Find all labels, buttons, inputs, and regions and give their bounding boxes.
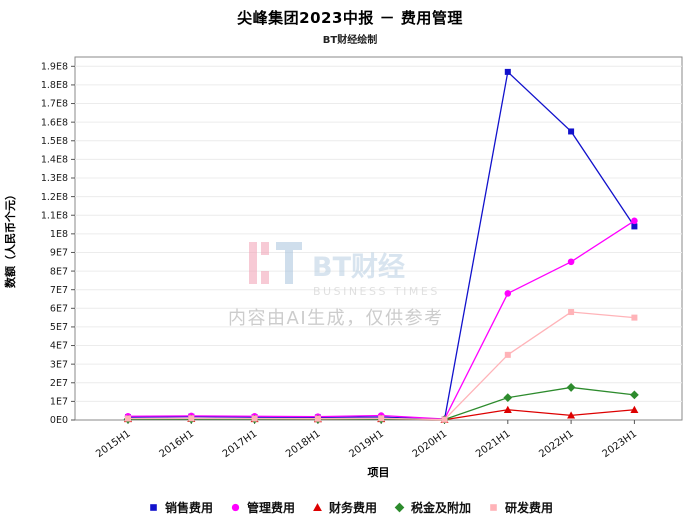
triangle-marker [630, 405, 639, 413]
legend-label: 管理费用 [246, 501, 295, 515]
square-marker [504, 68, 511, 75]
watermark-logo-text: BT财经 [312, 251, 405, 283]
y-tick-label: 4E7 [50, 341, 68, 352]
legend-label: 财务费用 [328, 501, 377, 515]
y-tick-label: 1.9E8 [41, 62, 68, 73]
legend-item-0: 销售费用 [147, 499, 213, 516]
y-tick-label: 1E7 [50, 397, 68, 408]
y-tick-label: 1.4E8 [41, 155, 68, 166]
watermark: BT财经 BUSINESS TIMES 内容由AI生成，仅供参考 [228, 242, 444, 329]
y-tick-label: 1.2E8 [41, 192, 68, 203]
triangle-marker [503, 405, 512, 413]
y-tick-label: 1E8 [50, 229, 68, 240]
legend-marker-icon [313, 503, 322, 512]
y-tick-label: 5E7 [50, 322, 68, 333]
x-tick-label: 2017H1 [221, 428, 260, 460]
legend-item-4: 研发费用 [487, 499, 553, 516]
line-chart: 0E0 1E7 2E7 3E7 4E7 5E7 6E7 7E7 8E7 9E7 1E8 1.1E8 1.… [3, 56, 683, 479]
triangle-marker [567, 411, 576, 419]
square-marker [378, 415, 385, 422]
x-tick-label: 2023H1 [601, 428, 640, 460]
y-tick-label: 0E0 [50, 415, 68, 426]
y-tick-label: 1.8E8 [41, 80, 68, 91]
diamond-marker [630, 390, 639, 400]
square-marker [441, 416, 448, 423]
y-tick-label: 1.1E8 [41, 210, 68, 221]
y-axis: 0E0 1E7 2E7 3E7 4E7 5E7 6E7 7E7 8E7 9E7 1E8 1.1E8 1.… [41, 62, 75, 426]
chart-title: 尖峰集团2023中报 － 费用管理 [237, 9, 463, 27]
square-marker [568, 309, 575, 316]
circle-marker [567, 258, 575, 266]
legend-marker-icon [231, 503, 240, 512]
x-axis-title: 项目 [368, 466, 390, 479]
square-marker [125, 415, 131, 422]
y-tick-label: 1.5E8 [41, 136, 68, 147]
legend-label: 税金及附加 [411, 501, 472, 515]
legend-item-2: 财务费用 [311, 499, 377, 516]
y-tick-label: 1.3E8 [41, 173, 68, 184]
x-tick-label: 2015H1 [94, 428, 133, 460]
plot-area-wrapper: 0E0 1E7 2E7 3E7 4E7 5E7 6E7 7E7 8E7 9E7 1E8 1.1E8 1.… [0, 46, 700, 486]
x-tick-label: 2019H1 [347, 428, 386, 460]
legend-item-3: 税金及附加 [393, 499, 471, 516]
x-tick-label: 2016H1 [157, 428, 196, 460]
y-tick-label: 7E7 [50, 285, 68, 296]
watermark-logo-bar [261, 271, 269, 284]
triangle-marker [313, 503, 322, 512]
legend-label: 销售费用 [164, 501, 213, 515]
x-tick-label: 2018H1 [284, 428, 323, 460]
legend-label: 研发费用 [505, 501, 554, 515]
legend-item-1: 管理费用 [229, 499, 295, 516]
y-tick-label: 1.6E8 [41, 117, 68, 128]
watermark-logo-bar [261, 242, 269, 255]
watermark-logo-bar [285, 242, 293, 284]
x-tick-label: 2020H1 [411, 428, 450, 460]
y-tick-label: 6E7 [50, 304, 68, 315]
chart-subtitle: BT财经绘制 [322, 35, 378, 46]
legend-marker-icon [394, 502, 405, 513]
square-marker [188, 415, 195, 422]
square-marker [314, 415, 321, 422]
square-marker [490, 504, 497, 511]
square-marker [631, 314, 638, 321]
gridlines [75, 65, 682, 402]
circle-marker [631, 217, 638, 225]
square-marker [504, 351, 511, 358]
circle-marker [231, 503, 240, 512]
series-4 [125, 309, 638, 423]
y-tick-label: 2E7 [50, 378, 68, 389]
y-tick-label: 3E7 [50, 359, 68, 370]
square-marker [251, 415, 258, 422]
square-marker [150, 504, 157, 511]
x-axis: 2015H1 2016H1 2017H1 2018H1 2019H1 2020H1 2021… [94, 420, 639, 460]
diamond-marker [503, 393, 513, 403]
legend-marker-icon [150, 504, 157, 511]
watermark-notice: 内容由AI生成，仅供参考 [228, 308, 444, 329]
chart-legend: 销售费用 管理费用 财务费用 税金及附加 研发费用 [0, 499, 700, 516]
x-tick-label: 2021H1 [474, 428, 513, 460]
y-tick-label: 9E7 [50, 248, 68, 259]
legend-marker-icon [490, 504, 497, 511]
y-tick-label: 8E7 [50, 266, 68, 277]
watermark-logo-bar [249, 242, 257, 284]
diamond-marker [566, 383, 576, 392]
square-marker [568, 128, 575, 135]
y-axis-title: 数额（人民币个元） [3, 189, 17, 288]
watermark-logo-subtext: BUSINESS TIMES [313, 285, 440, 298]
diamond-marker [394, 502, 405, 513]
plot-border [74, 56, 683, 421]
square-marker [631, 223, 638, 230]
y-tick-label: 1.7E8 [41, 99, 68, 110]
x-tick-label: 2022H1 [537, 428, 576, 460]
circle-marker [504, 290, 512, 297]
